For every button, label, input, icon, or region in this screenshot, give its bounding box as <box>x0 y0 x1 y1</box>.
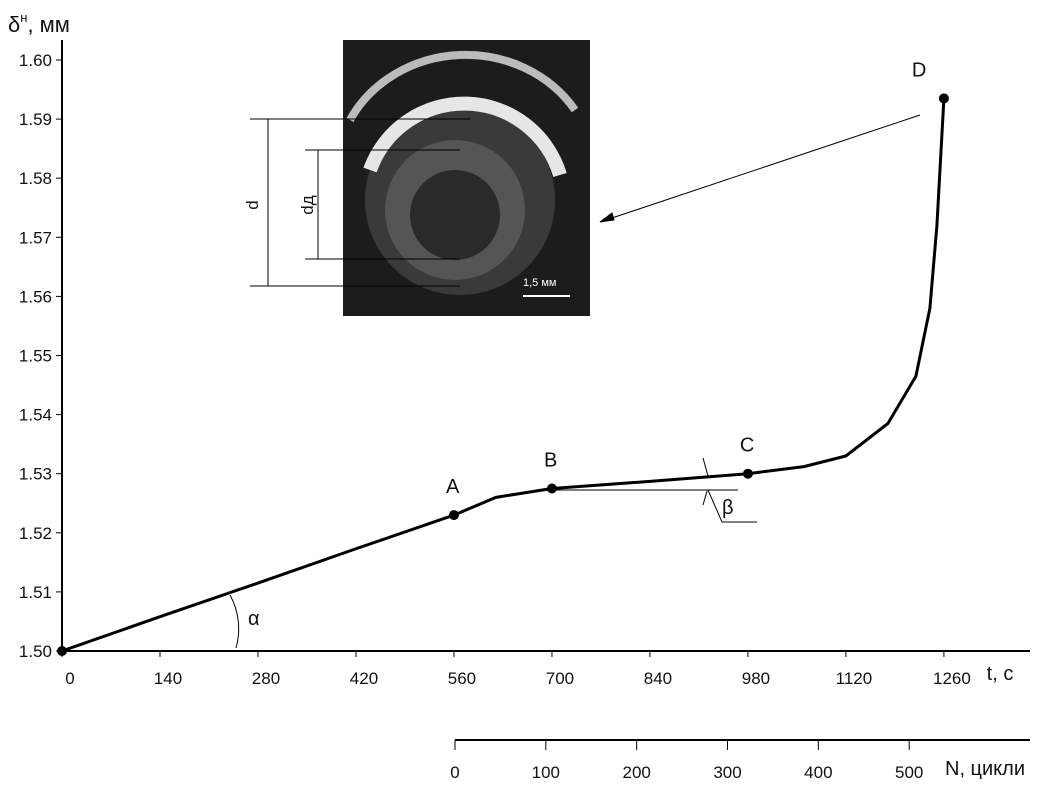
point <box>742 468 753 479</box>
y-tick-label: 1.55 <box>19 347 52 366</box>
x2-tick-label: 100 <box>532 763 560 782</box>
dimension-lines <box>250 114 921 287</box>
x-tick-label: 980 <box>742 669 770 688</box>
point <box>448 510 459 521</box>
scale-label: 1,5 мм <box>523 277 556 289</box>
beta-marks <box>548 457 757 523</box>
x2-tick-label: 300 <box>713 763 741 782</box>
point <box>938 93 949 104</box>
x2-axis-label: N, цикли <box>945 758 1025 780</box>
d-label: d <box>243 200 262 209</box>
curve <box>61 98 946 653</box>
inset-photo <box>343 40 590 316</box>
y-tick-label: 1.50 <box>19 642 52 661</box>
x-tick-label: 280 <box>252 669 280 688</box>
y-tick-label: 1.58 <box>19 169 52 188</box>
x-tick-label: 420 <box>350 669 378 688</box>
y-tick-label: 1.56 <box>19 287 52 306</box>
point-label: C <box>740 435 754 457</box>
origin-point <box>57 646 67 656</box>
x-tick-label: 140 <box>154 669 182 688</box>
x-tick-label: 1260 <box>933 669 971 688</box>
x2-tick-label: 500 <box>895 763 923 782</box>
y-tick-label: 1.59 <box>19 110 52 129</box>
x-tick-label: 700 <box>546 669 574 688</box>
x2-tick-label: 400 <box>804 763 832 782</box>
y-tick-label: 1.51 <box>19 583 52 602</box>
dd-label: dд <box>298 195 317 214</box>
point <box>546 483 557 494</box>
x-axis-label: t, с <box>987 663 1014 685</box>
alpha-arc <box>229 594 240 649</box>
x-tick-label: 840 <box>644 669 672 688</box>
point-label: B <box>544 449 557 471</box>
y-tick-label: 1.52 <box>19 524 52 543</box>
y-tick-label: 1.57 <box>19 228 52 247</box>
x-tick-label: 560 <box>448 669 476 688</box>
y-axis-label: δн, мм <box>8 10 70 37</box>
x-tick-label: 0 <box>65 669 74 688</box>
y-tick-label: 1.54 <box>19 406 52 425</box>
point-label: A <box>446 476 460 498</box>
alpha-label: α <box>248 608 260 630</box>
point-label: D <box>912 59 926 81</box>
x2-tick-label: 0 <box>450 763 459 782</box>
y-tick-label: 1.60 <box>19 51 52 70</box>
x-tick-label: 1120 <box>836 669 873 688</box>
x2-tick-label: 200 <box>622 763 650 782</box>
y-tick-label: 1.53 <box>19 465 52 484</box>
beta-label: β <box>722 497 734 519</box>
